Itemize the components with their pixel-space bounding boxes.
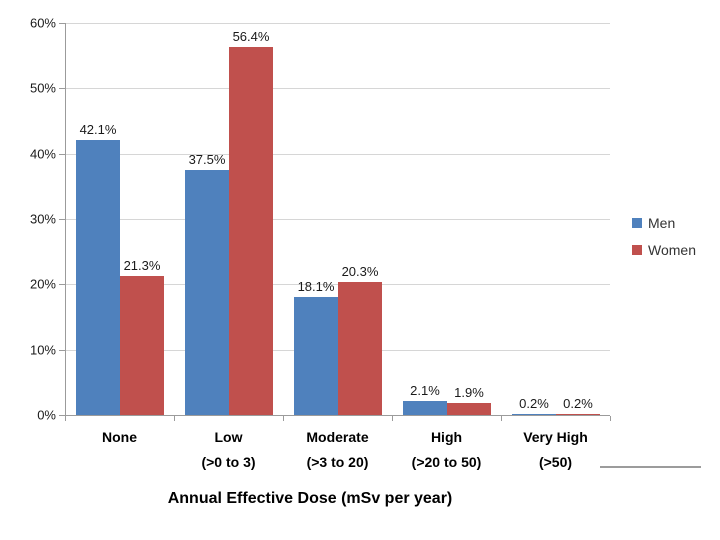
legend-swatch-women-icon <box>632 245 642 255</box>
y-axis-tick <box>59 219 65 220</box>
data-label-men-low: 37.5% <box>188 152 226 167</box>
x-axis-line <box>65 415 610 416</box>
category-sublabel: (>20 to 50) <box>411 454 482 470</box>
y-axis-tick-label: 40% <box>29 146 56 162</box>
y-axis-tick-label: 50% <box>29 80 56 96</box>
data-label-women-high: 1.9% <box>454 385 484 400</box>
legend-label-men: Men <box>648 215 676 231</box>
data-label-men-moderate: 18.1% <box>297 279 335 294</box>
bar-men-low <box>185 170 229 415</box>
x-axis-tick <box>174 416 175 421</box>
category-label: None <box>102 429 137 445</box>
y-axis-tick-label: 60% <box>29 15 56 31</box>
gridline <box>65 88 610 89</box>
y-axis-tick-label: 30% <box>29 211 56 227</box>
data-label-women-moderate: 20.3% <box>341 264 379 279</box>
y-axis-tick <box>59 284 65 285</box>
bar-men-very-high <box>512 414 556 415</box>
category-sublabel: (>0 to 3) <box>201 454 256 470</box>
y-axis-tick <box>59 350 65 351</box>
y-axis-tick-label: 10% <box>29 342 56 358</box>
divider-line <box>600 466 701 468</box>
y-axis-tick <box>59 154 65 155</box>
legend-entry-men: Men <box>632 215 696 231</box>
bar-women-low <box>229 47 273 415</box>
x-axis-tick <box>283 416 284 421</box>
bar-women-very-high <box>556 414 600 415</box>
data-label-men-very-high: 0.2% <box>519 396 549 411</box>
gridline <box>65 284 610 285</box>
category-sublabel: (>3 to 20) <box>306 454 369 470</box>
legend-entry-women: Women <box>632 242 696 258</box>
bar-men-moderate <box>294 297 338 415</box>
data-label-men-high: 2.1% <box>410 383 440 398</box>
category-label: Low <box>214 429 243 445</box>
x-axis-tick <box>610 416 611 421</box>
y-axis-tick <box>59 415 65 416</box>
category-label: Moderate <box>306 429 369 445</box>
y-axis-tick <box>59 23 65 24</box>
data-label-women-very-high: 0.2% <box>563 396 593 411</box>
x-axis-tick <box>501 416 502 421</box>
y-axis-tick <box>59 88 65 89</box>
gridline <box>65 154 610 155</box>
legend-swatch-men-icon <box>632 218 642 228</box>
x-axis-tick <box>65 416 66 421</box>
x-axis-tick <box>392 416 393 421</box>
y-axis-line <box>65 23 66 416</box>
legend: Men Women <box>632 215 696 269</box>
bar-women-high <box>447 403 491 415</box>
category-label: High <box>430 429 463 445</box>
bar-men-none <box>76 140 120 415</box>
y-axis-tick-label: 20% <box>29 276 56 292</box>
y-axis-tick-label: 0% <box>37 407 56 423</box>
category-sublabel: (>50) <box>538 454 573 470</box>
data-label-women-low: 56.4% <box>232 29 270 44</box>
bar-women-none <box>120 276 164 415</box>
data-label-men-none: 42.1% <box>79 122 117 137</box>
category-label: Very High <box>523 429 588 445</box>
gridline <box>65 23 610 24</box>
data-label-women-none: 21.3% <box>123 258 161 273</box>
legend-label-women: Women <box>648 242 696 258</box>
x-axis-title: Annual Effective Dose (mSv per year) <box>167 490 453 507</box>
bar-women-moderate <box>338 282 382 415</box>
gridline <box>65 219 610 220</box>
bar-men-high <box>403 401 447 415</box>
